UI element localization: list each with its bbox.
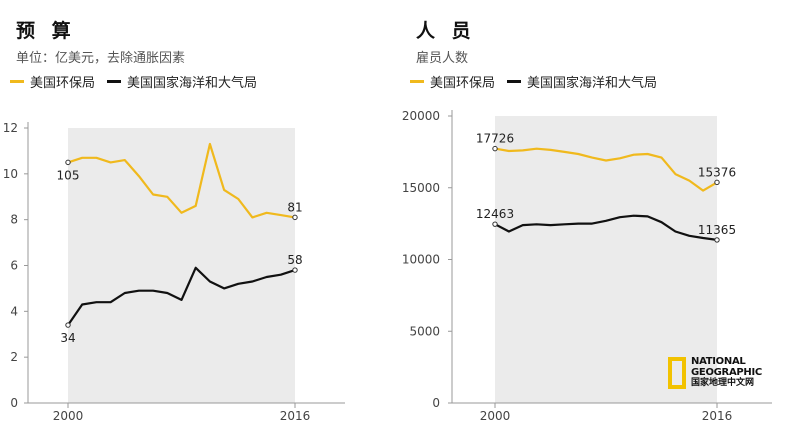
logo-line-1: NATIONAL (691, 356, 746, 367)
y-tick-label: 12 (3, 121, 18, 135)
natgeo-frame-icon (668, 356, 686, 389)
data-point-marker (292, 267, 298, 273)
data-label: 58 (287, 253, 302, 267)
legend-swatch-epa (410, 80, 424, 83)
series-line-epa (66, 142, 297, 219)
budget-chart: 0 2 4 6 8 10 12 2000 2016 105 81 34 58 (3, 121, 345, 423)
y-tick-label: 8 (10, 213, 18, 227)
x-tick-label: 2000 (53, 409, 84, 423)
y-tick-label: 6 (10, 259, 18, 273)
budget-panel: 预 算 单位：亿美元，去除通胀因素 美国环保局 美国国家海洋和大气局 (10, 20, 269, 91)
shaded-area (68, 128, 295, 403)
legend-label-epa: 美国环保局 (430, 76, 496, 91)
y-tick-label: 0 (10, 396, 18, 410)
natgeo-wordmark: NATIONAL GEOGRAPHIC 国家地理中文网 (691, 356, 762, 389)
legend-label-noaa: 美国国家海洋和大气局 (527, 76, 658, 91)
staff-panel: 人 员 雇员人数 美国环保局 美国国家海洋和大气局 (400, 0, 800, 431)
legend-swatch-noaa (107, 80, 122, 83)
x-tick-label: 2016 (702, 409, 733, 423)
legend-swatch-noaa (507, 80, 522, 83)
series-line-noaa (493, 214, 719, 241)
legend-item-epa: 美国环保局 (10, 72, 95, 91)
data-point-marker (714, 179, 720, 186)
data-point-marker (714, 237, 720, 243)
y-tick-label: 5000 (409, 324, 440, 338)
y-tick-label: 4 (10, 304, 18, 318)
legend-item-noaa: 美国国家海洋和大气局 (507, 72, 657, 91)
legend-label-noaa: 美国国家海洋和大气局 (127, 76, 258, 91)
data-label: 17726 (476, 132, 514, 146)
y-tick-label: 10000 (402, 253, 440, 267)
y-tick-label: 15000 (402, 181, 440, 195)
data-point-marker (492, 145, 498, 152)
budget-legend: 美国环保局 美国国家海洋和大气局 (10, 72, 269, 91)
y-tick-label: 20000 (402, 109, 440, 123)
staff-title: 人 员 (416, 20, 476, 42)
legend-swatch-epa (10, 80, 24, 83)
staff-subtitle: 雇员人数 (416, 51, 469, 66)
series-line-noaa (66, 266, 297, 327)
natgeo-logo: NATIONAL GEOGRAPHIC 国家地理中文网 (668, 356, 762, 389)
data-label: 81 (287, 200, 302, 214)
data-label: 15376 (698, 165, 736, 179)
staff-chart: 0 5000 10000 15000 20000 2000 2016 17726 15376 12… (402, 109, 772, 423)
logo-line-3: 国家地理中文网 (691, 378, 755, 388)
shaded-area (495, 116, 717, 403)
logo-line-2: GEOGRAPHIC (691, 367, 762, 378)
budget-title: 预 算 (16, 20, 76, 42)
y-tick-label: 10 (3, 167, 18, 181)
y-tick-label: 0 (432, 396, 440, 410)
x-tick-label: 2016 (280, 409, 311, 423)
data-point-marker (65, 322, 71, 328)
legend-item-noaa: 美国国家海洋和大气局 (107, 72, 257, 91)
data-label: 12463 (476, 207, 514, 221)
series-line-epa (493, 147, 719, 192)
data-label: 34 (60, 331, 75, 345)
data-label: 11365 (698, 223, 736, 237)
legend-label-epa: 美国环保局 (30, 76, 96, 91)
staff-legend: 美国环保局 美国国家海洋和大气局 (410, 72, 669, 91)
legend-item-epa: 美国环保局 (410, 72, 495, 91)
data-label: 105 (57, 168, 80, 182)
data-point-marker (492, 221, 498, 227)
data-point-marker (292, 214, 298, 221)
data-point-marker (65, 159, 71, 166)
y-tick-label: 2 (10, 350, 18, 364)
budget-subtitle: 单位：亿美元，去除通胀因素 (16, 51, 186, 66)
x-tick-label: 2000 (480, 409, 511, 423)
